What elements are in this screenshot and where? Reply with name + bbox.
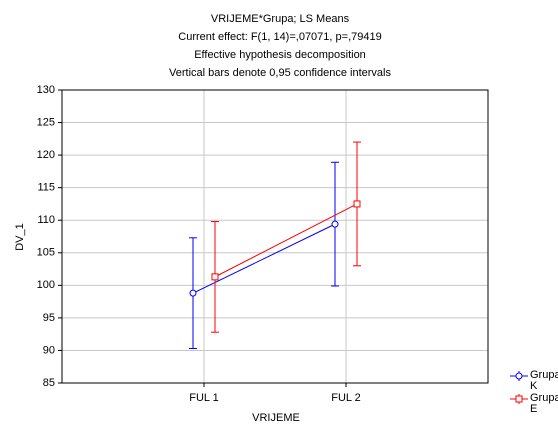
legend-label: Grupa K: [530, 369, 558, 392]
x-tick-label: FUL 1: [189, 392, 219, 404]
chart-subtitle: Current effect: F(1, 14)=,07071, p=,7941…: [178, 31, 381, 43]
x-axis-label: VRIJEME: [252, 412, 300, 424]
y-tick-label: 95: [43, 312, 55, 324]
plot-frame: [61, 89, 489, 384]
legend-marker: [515, 395, 523, 403]
legend-marker: [515, 372, 523, 380]
x-tick-label: FUL 2: [331, 392, 361, 404]
y-tick-label: 110: [37, 214, 55, 226]
marker: [211, 273, 219, 281]
legend-label: Grupa E: [530, 392, 558, 415]
y-tick-label: 90: [43, 344, 55, 356]
annotation: Effective hypothesis decomposition: [194, 49, 366, 61]
y-tick-label: 100: [37, 279, 55, 291]
y-tick-label: 130: [37, 84, 55, 96]
marker: [189, 289, 197, 297]
y-tick-label: 120: [37, 149, 55, 161]
annotation: Vertical bars denote 0,95 confidence int…: [169, 67, 391, 79]
y-axis-label: DV_1: [14, 223, 26, 251]
y-tick-label: 85: [43, 377, 55, 389]
y-tick-label: 115: [37, 182, 55, 194]
y-tick-label: 105: [37, 247, 55, 259]
series-line: [214, 203, 358, 278]
marker: [353, 200, 361, 208]
chart-title: VRIJEME*Grupa; LS Means: [211, 13, 350, 25]
series-line: [192, 223, 336, 294]
marker: [331, 220, 339, 228]
y-tick-label: 125: [37, 116, 55, 128]
